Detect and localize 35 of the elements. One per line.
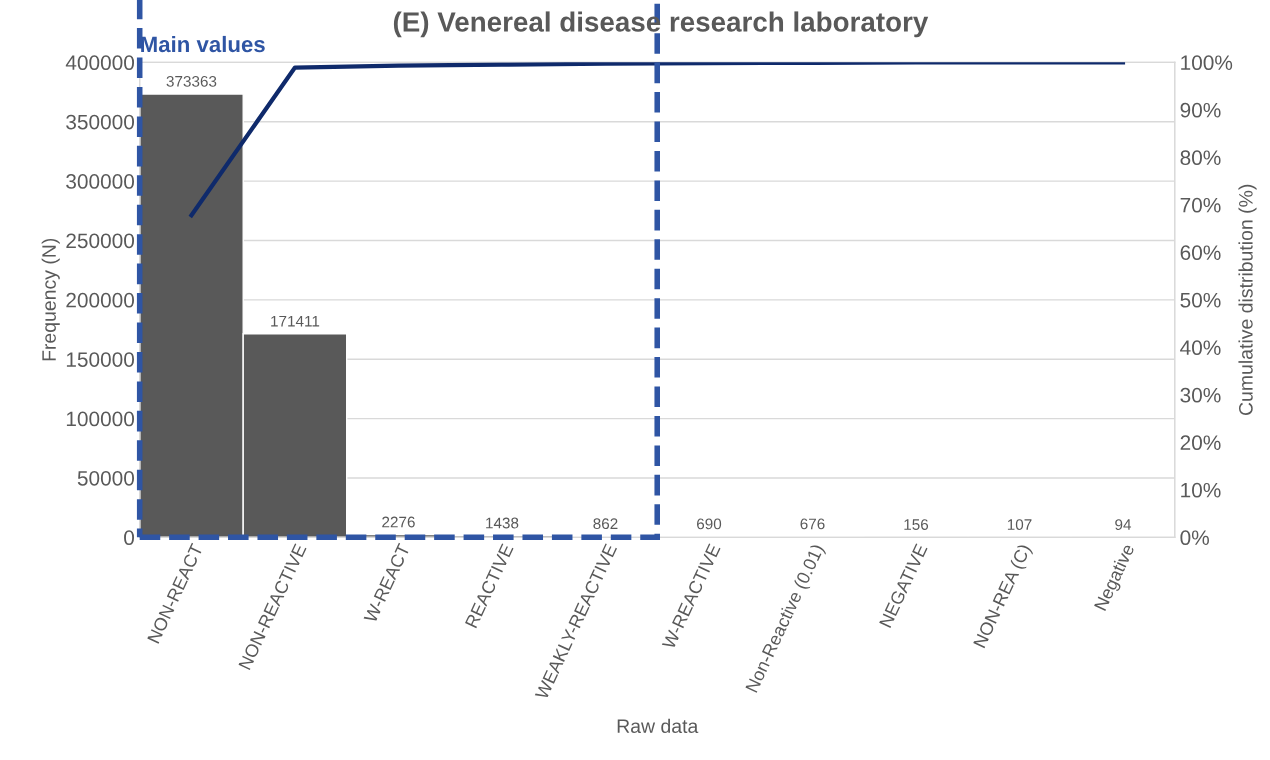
y-tick-label: 350000 bbox=[66, 114, 135, 130]
y-tick-label: 100000 bbox=[66, 411, 135, 427]
y2-axis-title: Cumulative distribution (%) bbox=[1238, 184, 1257, 415]
data-label: 107 bbox=[1007, 519, 1032, 531]
x-axis-title: Raw data bbox=[617, 718, 699, 734]
y-tick-label: 300000 bbox=[66, 174, 135, 189]
y2-tick-label: 10% bbox=[1181, 482, 1221, 498]
y-tick-label: 400000 bbox=[65, 55, 135, 71]
y2-tick-label: 100% bbox=[1181, 55, 1233, 71]
data-label: 156 bbox=[904, 519, 929, 530]
y2-tick-label: 50% bbox=[1180, 292, 1221, 308]
y-tick-label: 200000 bbox=[66, 292, 135, 308]
y2-tick-label: 80% bbox=[1180, 150, 1221, 166]
data-label: 373363 bbox=[166, 75, 217, 87]
data-label: 171411 bbox=[271, 315, 320, 327]
y2-tick-label: 40% bbox=[1180, 340, 1221, 356]
y2-tick-label: 60% bbox=[1180, 245, 1221, 261]
chart-title: (E) Venereal disease research laboratory bbox=[393, 11, 929, 38]
y-tick-label: 50000 bbox=[77, 470, 135, 486]
data-label: 2276 bbox=[382, 516, 415, 528]
data-label: 676 bbox=[800, 518, 825, 530]
y-tick-label: 0 bbox=[124, 530, 135, 546]
y-tick-label: 250000 bbox=[66, 233, 135, 249]
data-label: 1438 bbox=[486, 517, 519, 529]
y2-tick-label: 30% bbox=[1180, 387, 1221, 403]
y2-tick-label: 0% bbox=[1180, 530, 1209, 546]
y2-tick-label: 90% bbox=[1180, 102, 1221, 118]
y-tick-label: 150000 bbox=[66, 352, 135, 367]
data-label: 862 bbox=[593, 518, 618, 530]
y2-tick-label: 20% bbox=[1180, 435, 1221, 451]
data-label: 94 bbox=[1115, 519, 1132, 531]
text: Main values bbox=[141, 35, 265, 53]
y-axis-title: Frequency (N) bbox=[41, 238, 60, 361]
data-label: 690 bbox=[697, 518, 722, 530]
y2-tick-label: 70% bbox=[1180, 197, 1221, 213]
